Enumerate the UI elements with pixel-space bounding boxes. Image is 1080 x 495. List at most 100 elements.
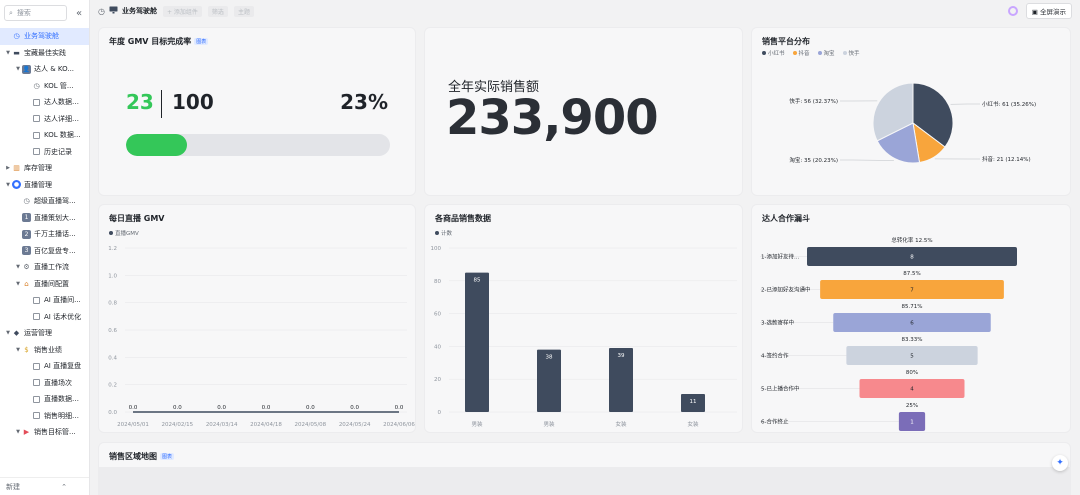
sidebar-item-label: 直播场次	[44, 378, 72, 387]
ai-sparkle-button[interactable]: ✦	[1052, 455, 1068, 471]
pie-slice	[872, 82, 914, 142]
page-title: ◷ 业务驾驶舱	[98, 6, 157, 16]
money-icon: $	[24, 345, 29, 354]
sidebar-item[interactable]: 达人数据列...	[0, 94, 89, 111]
sidebar-item[interactable]: ◷ 业务驾驶舱	[0, 28, 89, 45]
sidebar-item[interactable]: ▼ 👤 达人 & KO...	[0, 61, 89, 78]
caret-down-icon[interactable]: ▼	[6, 330, 10, 337]
sidebar-item[interactable]: ◷ 超级直播驾...	[0, 193, 89, 210]
legend-item[interactable]: 淘宝	[817, 49, 835, 57]
funnel-stage-label: 4-签约合作	[761, 352, 789, 360]
presentation-icon: ▣	[1031, 8, 1038, 16]
sidebar-item-label: AI 话术优化	[44, 312, 82, 321]
sidebar-item[interactable]: 1 直播策划大...	[0, 210, 89, 227]
table-square-glyph	[33, 362, 40, 370]
total-sales-card[interactable]: 全年实际销售额 233,900	[424, 27, 743, 196]
caret-down-icon[interactable]: ▼	[16, 264, 20, 271]
filter-button[interactable]: 筛选	[207, 5, 228, 17]
sidebar-item[interactable]: ▼ ⌂ 直播间配置	[0, 276, 89, 293]
sidebar-item[interactable]: 直播数据统...	[0, 391, 89, 408]
table-icon	[32, 296, 41, 305]
funnel-stage-label: 5-已上播合作中	[761, 385, 799, 393]
caret-right-icon[interactable]: ▶	[6, 165, 10, 172]
new-button[interactable]: 新建	[6, 482, 20, 491]
y-tick-label: 0.6	[108, 328, 117, 334]
product-sales-card[interactable]: 各商品销售数据 计数 100 80 60 40 20 0 85 男装 38 男装 39 女装 11 女装	[424, 204, 743, 433]
legend-item[interactable]: 小红书	[762, 49, 785, 57]
table-square-glyph	[33, 115, 40, 123]
x-tick-label: 2024/05/01	[117, 422, 149, 428]
card-title-text: 各商品销售数据	[435, 214, 491, 223]
caret-down-icon[interactable]: ▼	[6, 49, 10, 56]
legend-label: 直播GMV	[115, 231, 139, 237]
num-2-icon: 2	[22, 229, 31, 239]
ai-assistant-icon[interactable]	[1007, 6, 1018, 16]
bar	[681, 393, 705, 412]
sidebar-item[interactable]: 3 百亿复盘专...	[0, 243, 89, 260]
legend-item[interactable]: 抖音	[792, 49, 810, 57]
card-title: 销售区域地图 图表	[109, 451, 175, 462]
caret-down-icon[interactable]: ▼	[6, 181, 10, 188]
sidebar-item[interactable]: ▼ ▶ 销售目标管...	[0, 424, 89, 441]
x-tick-label: 2024/05/08	[294, 422, 326, 428]
sidebar-item[interactable]: AI 直播间...	[0, 292, 89, 309]
card-title-text: 年度 GMV 目标完成率	[109, 37, 192, 46]
theme-button[interactable]: 主题	[233, 5, 254, 17]
sidebar-item[interactable]: 历史记录	[0, 144, 89, 161]
sidebar-item[interactable]: ▼ ◆ 运营管理	[0, 325, 89, 342]
funnel-conversion-rate: 83.33%	[902, 337, 923, 343]
legend-dot	[762, 51, 766, 55]
total-sales-label: 全年实际销售额	[448, 80, 540, 95]
daily-gmv-card[interactable]: 每日直播 GMV 直播GMV 1.2 1.0 0.8 0.6 0.4 0.2 0.0 2024…	[98, 204, 416, 433]
funnel-value: 5	[910, 354, 914, 360]
sidebar-item[interactable]: ▼ ● 直播管理	[0, 177, 89, 194]
caret-down-icon[interactable]: ▼	[16, 280, 20, 287]
sidebar-item[interactable]: AI 话术优化	[0, 309, 89, 326]
table-icon	[32, 98, 41, 107]
y-tick-label: 40	[434, 344, 441, 350]
sidebar-item[interactable]: ▼ ▬ 宝藏最佳实践	[0, 45, 89, 62]
sidebar-item[interactable]: ◷ KOL 管...	[0, 78, 89, 95]
legend-label: 抖音	[798, 51, 810, 57]
x-tick-label: 男装	[543, 420, 555, 428]
pie-slice-label: 淘宝: 35 (20.23%)	[789, 156, 838, 164]
sidebar-item[interactable]: AI 直播复盘	[0, 358, 89, 375]
table-square-glyph	[33, 379, 40, 387]
collapse-sidebar-icon[interactable]: «	[75, 7, 83, 19]
caret-down-icon[interactable]: ▼	[16, 429, 20, 436]
chevron-up-icon[interactable]: ⌃	[61, 482, 67, 491]
legend-item[interactable]: 快手	[842, 49, 860, 57]
y-tick-label: 100	[431, 246, 442, 252]
bar	[609, 348, 633, 412]
sidebar-item[interactable]: ▼ ⚙ 直播工作流	[0, 259, 89, 276]
caret-down-icon[interactable]: ▼	[16, 66, 20, 73]
chart-icon: ▬	[13, 48, 20, 57]
dashboard-icon: ◷	[13, 32, 20, 41]
sidebar-item[interactable]: 2 千万主播话...	[0, 226, 89, 243]
search-input[interactable]: ⌕ 搜索	[4, 5, 67, 21]
num-3-icon: 3	[22, 246, 31, 256]
table-icon	[32, 131, 41, 140]
funnel-value: 1	[910, 420, 914, 426]
sidebar-item[interactable]: 达人详细信...	[0, 111, 89, 128]
legend-item: 直播GMV	[109, 229, 139, 237]
sidebar-item-label: AI 直播间...	[44, 296, 81, 305]
fullscreen-button[interactable]: ▣ 全屏演示	[1025, 3, 1072, 19]
funnel-value: 4	[910, 387, 914, 393]
platform-distribution-card[interactable]: 销售平台分布 小红书 抖音 淘宝 快手 小红书: 61 (35.26%) 抖音: 21 …	[751, 27, 1071, 196]
sidebar-item[interactable]: ▼ $ 销售业绩	[0, 342, 89, 359]
sidebar: ⌕ 搜索 « ◷ 业务驾驶舱 ▼ ▬ 宝藏最佳实践 ▼ 👤 达人 & KO... ◷ KOL 管.…	[0, 0, 90, 495]
sidebar-item[interactable]: KOL 数据...	[0, 127, 89, 144]
add-component-button[interactable]: + 添加组件	[162, 5, 202, 17]
region-map-card[interactable]: 销售区域地图 图表	[98, 442, 1071, 495]
legend-dot	[109, 231, 113, 235]
sidebar-item-label: 销售业绩	[34, 345, 62, 354]
influencer-funnel-card[interactable]: 达人合作漏斗 总转化率 12.5% 8 1-添加好友待... 87.5% 7 2-已添加好…	[751, 204, 1071, 433]
gmv-target-card[interactable]: 年度 GMV 目标完成率 图表 23 100 23%	[98, 27, 416, 196]
page-title-text: 业务驾驶舱	[121, 7, 157, 15]
caret-down-icon[interactable]: ▼	[16, 346, 20, 353]
y-tick-label: 1.2	[108, 246, 117, 252]
sidebar-item[interactable]: 直播场次	[0, 375, 89, 392]
sidebar-item[interactable]: ▶ ▥ 库存管理	[0, 160, 89, 177]
sidebar-item[interactable]: 销售明细记...	[0, 408, 89, 425]
